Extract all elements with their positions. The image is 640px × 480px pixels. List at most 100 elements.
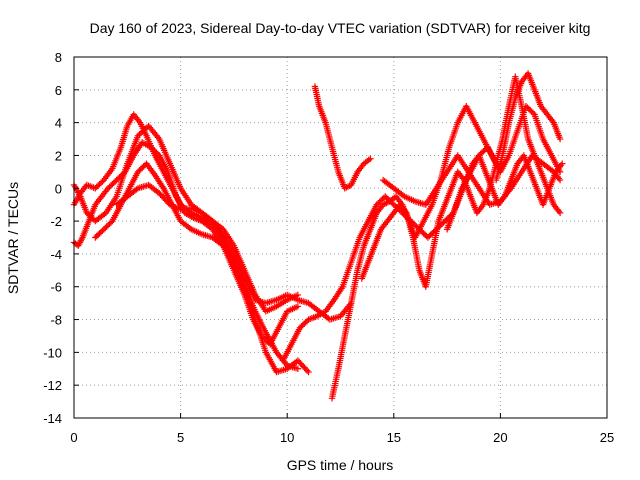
data-point — [556, 176, 564, 184]
y-axis-ticks: -14 -12 -10 -8 -6 -4 -2 0 2 4 6 8 — [43, 50, 79, 426]
data-point — [478, 149, 486, 156]
x-tick-label: 10 — [280, 430, 294, 445]
data-point — [150, 146, 157, 154]
y-tick-label: 8 — [55, 50, 62, 65]
x-tick-label: 25 — [600, 430, 614, 445]
data-point — [97, 228, 105, 236]
data-point — [137, 129, 145, 137]
data-point — [153, 149, 160, 156]
data-point — [139, 128, 146, 135]
data-point — [299, 321, 307, 329]
y-tick-label: -4 — [50, 247, 62, 262]
series-arc-2 — [70, 122, 302, 315]
data-point — [373, 201, 380, 208]
data-point — [524, 104, 531, 111]
data-point — [151, 148, 159, 155]
data-point — [92, 185, 99, 192]
data-point — [110, 179, 117, 187]
data-point — [559, 160, 566, 167]
data-point — [421, 231, 429, 238]
data-point — [103, 223, 110, 230]
data-point — [97, 179, 105, 187]
y-tick-label: -12 — [43, 378, 62, 393]
y-tick-label: -2 — [50, 214, 62, 229]
data-point — [139, 164, 146, 171]
data-point — [104, 221, 112, 229]
data-point — [427, 231, 434, 238]
series-arc-4 — [92, 160, 312, 376]
data-point — [134, 168, 142, 176]
series-arc-3 — [70, 139, 302, 348]
data-point — [528, 108, 535, 115]
y-tick-label: 4 — [55, 116, 62, 131]
data-point — [298, 323, 305, 330]
data-point — [525, 105, 533, 113]
plot-frame — [73, 56, 608, 419]
series-arc-8 — [328, 103, 564, 402]
x-tick-label: 20 — [493, 430, 507, 445]
series-arc-7 — [279, 144, 500, 364]
data-point — [133, 186, 140, 193]
data-point — [556, 135, 564, 143]
data-point — [294, 365, 302, 372]
data-point — [93, 232, 100, 240]
data-point — [117, 172, 125, 180]
data-point — [529, 109, 537, 117]
data-point — [107, 182, 115, 189]
data-point — [136, 131, 143, 138]
data-point — [106, 183, 113, 191]
data-point — [424, 234, 432, 241]
data-point — [410, 220, 417, 228]
data-point — [438, 220, 446, 228]
data-point — [147, 144, 154, 151]
data-point — [296, 324, 304, 331]
data-point — [100, 226, 108, 233]
series-arc-9 — [358, 73, 564, 290]
data-point — [301, 320, 308, 327]
data-point — [379, 196, 386, 203]
data-point — [92, 234, 99, 241]
data-point — [441, 217, 449, 225]
data-point — [113, 176, 120, 184]
data-point — [302, 319, 309, 326]
y-tick-label: 2 — [55, 148, 62, 163]
data-point — [294, 303, 302, 310]
y-axis-label: SDTVAR / TECUs — [5, 182, 21, 294]
data-point — [440, 219, 447, 226]
chart-title: Day 160 of 2023, Sidereal Day-to-day VTE… — [90, 20, 591, 36]
data-point — [390, 201, 397, 208]
x-tick-label: 5 — [177, 430, 184, 445]
data-point — [426, 232, 433, 240]
data-point — [556, 209, 564, 217]
y-tick-label: 0 — [55, 181, 62, 196]
data-point — [94, 182, 102, 189]
data-point — [93, 183, 100, 191]
data-point — [96, 230, 103, 237]
data-point — [303, 367, 311, 374]
series-arc-1 — [70, 111, 302, 372]
data-point — [367, 155, 374, 162]
y-tick-label: -10 — [43, 345, 62, 360]
data-point — [102, 224, 109, 232]
data-point — [186, 224, 193, 232]
data-point — [527, 107, 534, 114]
data-point — [374, 200, 382, 207]
data-point — [94, 231, 102, 238]
series-arc-5 — [113, 181, 355, 323]
data-point — [399, 192, 407, 199]
x-axis-label: GPS time / hours — [287, 457, 394, 473]
data-point — [377, 197, 385, 204]
data-point — [142, 125, 149, 132]
y-tick-label: -6 — [50, 280, 62, 295]
x-tick-label: 15 — [387, 430, 401, 445]
y-tick-label: -8 — [50, 313, 62, 328]
grid-lines — [74, 57, 607, 418]
data-point — [83, 209, 90, 217]
x-tick-label: 0 — [70, 430, 77, 445]
series-arc-12 — [443, 152, 566, 233]
series-arc-6 — [311, 83, 374, 192]
data-point — [376, 198, 383, 206]
data-point — [480, 148, 487, 155]
data-point — [137, 165, 145, 173]
